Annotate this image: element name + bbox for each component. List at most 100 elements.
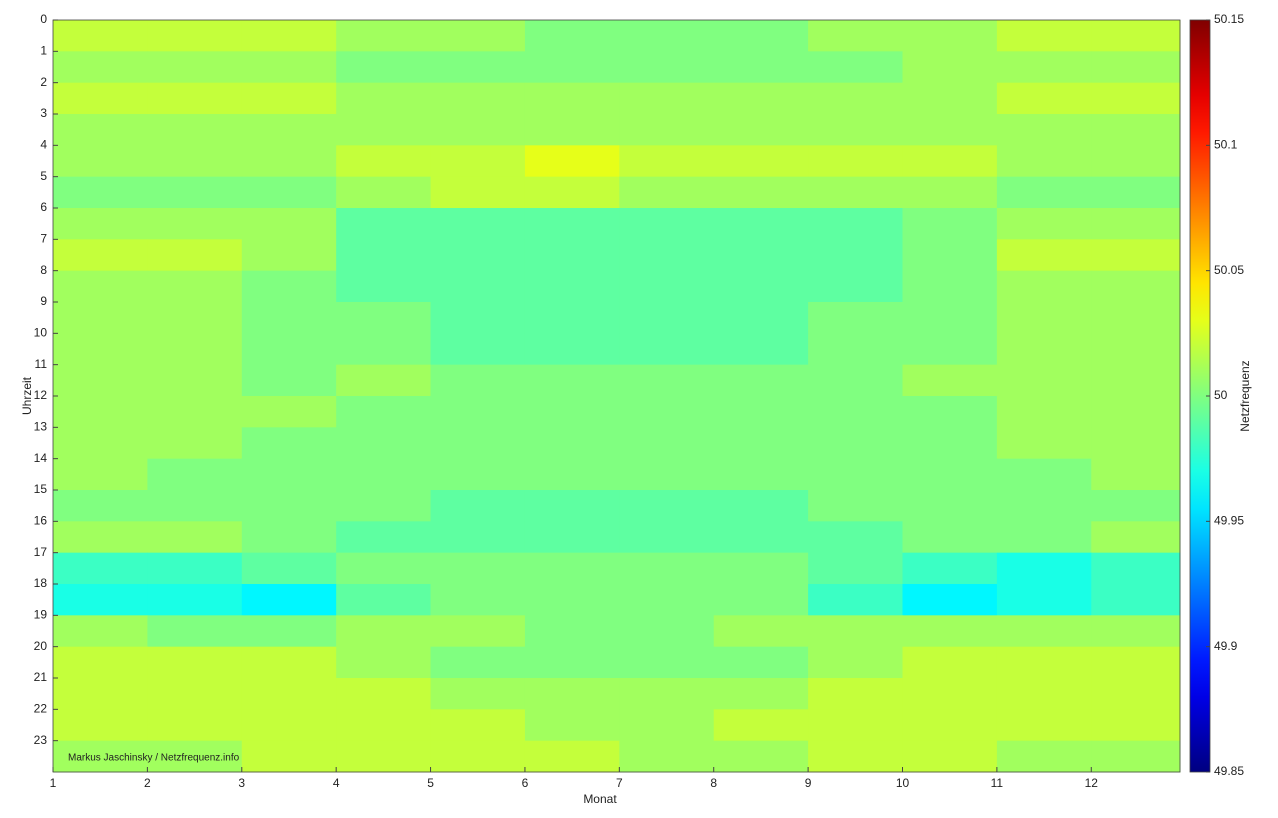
heatmap-cell [147,584,243,616]
heatmap-cell [147,51,243,84]
heatmap-cell [524,333,620,366]
heatmap-cell [147,82,243,115]
heatmap-cell [147,302,243,334]
heatmap-cell [53,82,148,115]
heatmap-cell [336,709,432,742]
y-axis-label: Uhrzeit [20,376,34,415]
heatmap-cell [713,364,809,397]
y-tick-label: 9 [40,294,47,308]
heatmap-cell [430,145,526,178]
y-tick-label: 13 [34,420,48,434]
heatmap-cell [1091,270,1181,303]
heatmap-cell [1091,239,1181,272]
heatmap-cell [147,521,243,554]
heatmap-cell [808,396,903,428]
x-tick-label: 3 [238,776,245,790]
heatmap-cell [713,239,809,272]
heatmap-cell [241,521,337,554]
heatmap-cell [53,51,148,84]
y-tick-label: 15 [34,482,48,496]
heatmap-cell [336,20,432,52]
heatmap-cell [902,458,998,491]
heatmap-cell [430,364,526,397]
heatmap-cell [430,646,526,679]
heatmap-cell [808,333,903,366]
heatmap-cell [430,396,526,428]
heatmap-cell [713,114,809,146]
heatmap-cell [1091,208,1181,240]
heatmap-cell [619,646,715,679]
heatmap-cell [713,615,809,648]
heatmap-cell [713,458,809,491]
heatmap-cell [241,678,337,710]
heatmap-cell [147,678,243,710]
heatmap-cell [808,82,903,115]
heatmap-cell [902,584,998,616]
heatmap-cell [524,678,620,710]
heatmap-cell [336,458,432,491]
heatmap-cell [336,114,432,146]
heatmap-cell [53,396,148,428]
heatmap-cell [53,239,148,272]
heatmap-cell [713,176,809,209]
heatmap-cell [524,709,620,742]
heatmap-cell [713,270,809,303]
x-axis-label: Monat [583,792,617,806]
heatmap-cell [524,615,620,648]
heatmap-cell [902,302,998,334]
heatmap-cell [1091,678,1181,710]
heatmap-cell [713,490,809,522]
heatmap-cell [713,709,809,742]
y-tick-label: 3 [40,106,47,120]
heatmap-cell [1091,145,1181,178]
heatmap-cell [241,270,337,303]
heatmap-cell [996,678,1092,710]
heatmap-cell [430,490,526,522]
heatmap-cell [53,584,148,616]
heatmap-cell [241,584,337,616]
heatmap-cell [430,615,526,648]
heatmap-cell [713,678,809,710]
heatmap-cell [902,114,998,146]
y-tick-label: 2 [40,75,47,89]
heatmap-cell [336,646,432,679]
heatmap-cell [336,176,432,209]
heatmap-cell [808,20,903,52]
x-tick-label: 6 [522,776,529,790]
y-tick-label: 1 [40,44,47,58]
y-tick-label: 8 [40,263,47,277]
y-tick-label: 22 [34,702,48,716]
heatmap-cell [241,458,337,491]
heatmap-cell [430,427,526,460]
heatmap-cell [430,270,526,303]
heatmap-cell [902,270,998,303]
heatmap-cell [902,615,998,648]
heatmap-cell [241,176,337,209]
heatmap-cell [53,270,148,303]
y-tick-label: 14 [34,451,48,465]
heatmap-cell [53,552,148,585]
heatmap-cell [1091,615,1181,648]
heatmap-cell [996,427,1092,460]
heatmap-cell [241,82,337,115]
heatmap-cells [53,20,1181,773]
y-tick-label: 0 [40,12,47,26]
heatmap-cell [430,678,526,710]
colorbar-tick-label: 50.15 [1214,12,1244,26]
heatmap-cell [902,709,998,742]
heatmap-cell [53,145,148,178]
heatmap-cell [996,20,1092,52]
heatmap-cell [1091,552,1181,585]
heatmap-cell [53,709,148,742]
y-tick-label: 20 [34,639,48,653]
heatmap-cell [1091,740,1181,773]
heatmap-cell [53,615,148,648]
heatmap-cell [147,270,243,303]
heatmap-cell [430,114,526,146]
heatmap-cell [713,51,809,84]
y-tick-label: 18 [34,576,48,590]
heatmap-cell [524,51,620,84]
heatmap-cell [1091,490,1181,522]
heatmap-cell [241,552,337,585]
